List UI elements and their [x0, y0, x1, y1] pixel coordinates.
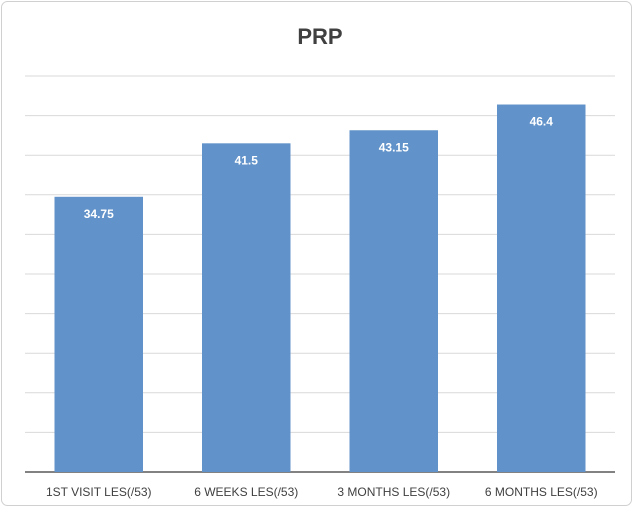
x-tick-label: 1ST VISIT LES(/53) — [46, 485, 152, 499]
chart-title: PRP — [297, 24, 342, 49]
data-label: 41.5 — [235, 153, 259, 167]
data-label: 46.4 — [530, 115, 554, 129]
bar — [349, 130, 438, 472]
bar — [497, 104, 586, 473]
bar — [54, 196, 143, 472]
x-tick-label: 6 WEEKS LES(/53) — [194, 485, 298, 499]
x-tick-label: 6 MONTHS LES(/53) — [485, 485, 598, 499]
bar — [202, 143, 291, 472]
data-label: 34.75 — [84, 207, 114, 221]
x-tick-label: 3 MONTHS LES(/53) — [337, 485, 450, 499]
data-label: 43.15 — [379, 140, 409, 154]
